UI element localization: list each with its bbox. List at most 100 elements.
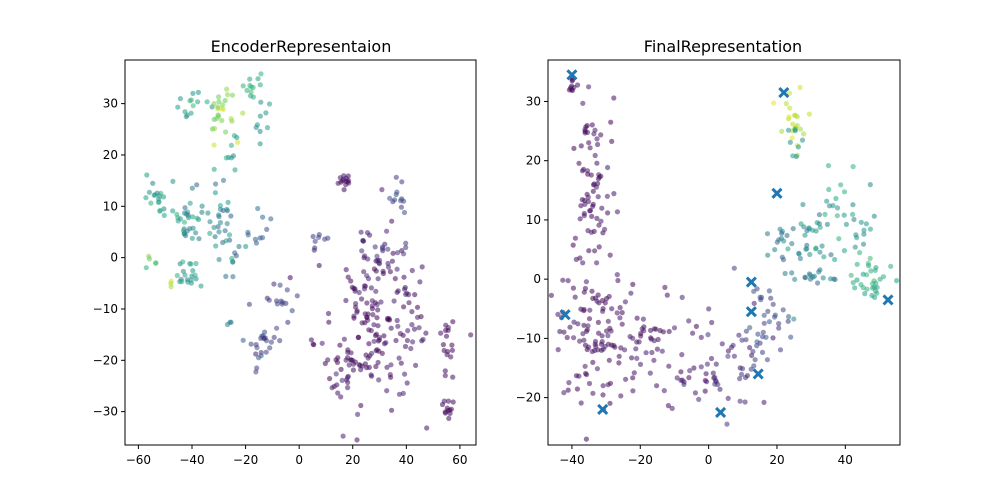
scatter-point — [168, 278, 174, 284]
scatter-point — [362, 311, 368, 317]
scatter-point — [596, 244, 602, 250]
scatter-point — [802, 232, 808, 238]
scatter-point — [590, 390, 596, 396]
scatter-point — [752, 357, 758, 363]
scatter-point — [143, 195, 149, 201]
scatter-point — [594, 260, 600, 266]
scatter-point — [686, 375, 692, 381]
scatter-point — [359, 248, 365, 254]
final-y-ticks: −20 −10 0 10 20 30 — [516, 94, 548, 405]
scatter-point — [787, 105, 793, 111]
scatter-point — [179, 278, 185, 285]
scatter-point — [253, 124, 259, 130]
scatter-point — [751, 363, 757, 369]
scatter-point — [728, 344, 735, 350]
scatter-point — [871, 213, 877, 219]
y-tick-label: −10 — [516, 331, 541, 345]
scatter-point — [679, 377, 685, 383]
scatter-point — [228, 213, 234, 219]
scatter-point — [765, 308, 771, 314]
scatter-point — [449, 342, 455, 348]
scatter-point — [582, 342, 589, 348]
scatter-point — [629, 355, 635, 361]
scatter-point — [440, 342, 446, 348]
scatter-point — [860, 241, 867, 247]
scatter-point — [659, 348, 665, 354]
scatter-point — [573, 373, 580, 379]
scatter-point — [853, 232, 859, 238]
scatter-point — [698, 334, 704, 340]
scatter-point — [442, 410, 449, 416]
scatter-point — [374, 315, 380, 321]
scatter-point — [279, 301, 285, 307]
scatter-point — [780, 307, 786, 313]
scatter-point — [250, 84, 256, 91]
scatter-point — [770, 301, 776, 307]
scatter-point — [446, 415, 452, 421]
scatter-point — [566, 87, 573, 93]
scatter-point — [880, 274, 887, 280]
scatter-point — [389, 258, 395, 264]
scatter-point — [671, 325, 678, 331]
scatter-point — [797, 84, 803, 91]
scatter-point — [575, 82, 581, 88]
scatter-point — [395, 250, 401, 256]
scatter-point — [252, 236, 258, 242]
scatter-point — [358, 402, 364, 409]
scatter-point — [199, 209, 205, 215]
scatter-point — [594, 298, 600, 304]
scatter-point — [345, 349, 351, 355]
scatter-point — [669, 405, 675, 411]
scatter-point — [211, 166, 217, 172]
scatter-point — [310, 233, 316, 240]
scatter-point — [185, 215, 192, 221]
scatter-point — [375, 276, 381, 282]
scatter-point — [816, 221, 823, 227]
scatter-point — [580, 260, 586, 266]
scatter-point — [841, 189, 848, 195]
scatter-point — [223, 273, 229, 279]
scatter-point — [326, 319, 332, 325]
scatter-point — [189, 235, 195, 241]
final-scatter-points — [548, 75, 900, 442]
x-marker — [715, 406, 727, 418]
y-tick-label: −10 — [93, 302, 118, 316]
scatter-point — [674, 375, 680, 381]
scatter-point — [217, 203, 223, 209]
scatter-point — [264, 226, 270, 232]
scatter-point — [602, 226, 608, 232]
scatter-point — [654, 383, 660, 389]
scatter-point — [373, 363, 379, 370]
scatter-point — [374, 301, 380, 308]
scatter-point — [611, 95, 617, 101]
scatter-point — [615, 277, 621, 284]
scatter-point — [628, 290, 634, 296]
scatter-point — [364, 300, 370, 306]
scatter-point — [631, 370, 637, 376]
scatter-point — [832, 256, 838, 263]
scatter-point — [341, 336, 347, 342]
scatter-point — [809, 227, 816, 233]
scatter-point — [608, 328, 614, 334]
scatter-point — [143, 265, 149, 271]
scatter-point — [420, 336, 426, 343]
encoder-axes-frame — [124, 59, 477, 446]
scatter-point — [640, 316, 647, 322]
y-tick-label: 10 — [526, 213, 541, 227]
scatter-point — [343, 357, 349, 363]
scatter-point — [827, 276, 834, 282]
scatter-point — [414, 304, 421, 310]
scatter-point — [401, 209, 408, 216]
scatter-point — [409, 309, 415, 315]
scatter-point — [587, 307, 593, 313]
scatter-point — [254, 365, 260, 371]
scatter-point — [468, 332, 474, 338]
scatter-point — [247, 76, 253, 82]
scatter-point — [782, 270, 788, 277]
scatter-point — [594, 160, 600, 166]
scatter-point — [322, 236, 328, 242]
scatter-point — [333, 371, 339, 377]
scatter-point — [822, 211, 828, 217]
scatter-point — [583, 370, 589, 377]
